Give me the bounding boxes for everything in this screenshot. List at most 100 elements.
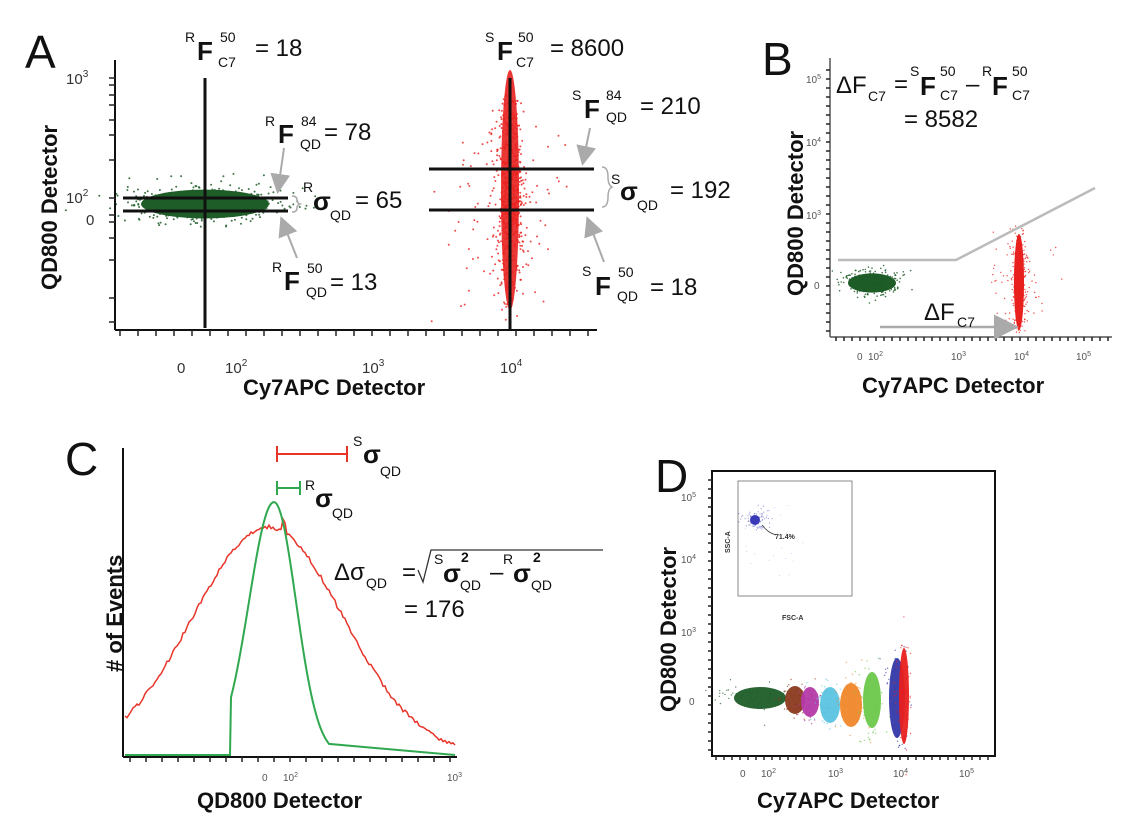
- panel-b-r-population-point: [859, 285, 862, 287]
- panel-a-s-population-point: [506, 185, 509, 188]
- panel-b-s-population-point: [1018, 290, 1021, 292]
- panel-d-population-point: [897, 690, 899, 693]
- panel-b-r-population-point: [874, 270, 876, 273]
- panel-a-r-population-point: [211, 188, 214, 191]
- panel-a-r-population-point: [264, 205, 267, 208]
- panel-a-s-population-point: [517, 154, 519, 157]
- panel-b-s-population-point: [1012, 253, 1014, 256]
- panel-a-r-population-point: [199, 225, 202, 228]
- panel-b-s-population-point: [1012, 262, 1014, 264]
- panel-a-r-population-point: [190, 182, 193, 185]
- panel-a-s-population-point: [505, 305, 508, 308]
- panel-a-r-population-point: [236, 192, 239, 195]
- panel-b-s-population-point: [1023, 276, 1026, 278]
- panel-b-s-population-point: [1041, 302, 1043, 305]
- panel-a-r-population-point: [189, 201, 192, 204]
- panel-a-s-population-point: [511, 112, 514, 115]
- panel-b-s-population-point: [1013, 252, 1015, 255]
- inset-point: [748, 520, 750, 522]
- panel-d-population-point: [895, 694, 898, 696]
- panel-a-r-population-point: [177, 205, 180, 208]
- panel-d-population-point: [858, 691, 860, 693]
- panel-b-r-population-point: [893, 286, 896, 289]
- panel-a-s-population-point: [512, 174, 514, 177]
- panel-a-s-population-point: [467, 182, 470, 185]
- panel-b-r-population-point: [862, 277, 865, 280]
- panel-a-x-tick-10000: 104: [500, 358, 523, 377]
- panel-a-r-population-point: [237, 200, 240, 203]
- svg-text:QD: QD: [330, 207, 351, 223]
- panel-b-s-population-point: [1006, 275, 1008, 277]
- panel-a-r-population-point: [157, 222, 160, 225]
- panel-a-s-population-point: [498, 260, 501, 263]
- panel-d-population-point: [823, 722, 825, 724]
- panel-d-population-point: [839, 688, 841, 690]
- panel-a-s-population-point: [514, 155, 517, 158]
- panel-d-population-point: [768, 681, 771, 683]
- panel-b-r-population-point: [869, 280, 872, 283]
- panel-d-population-point: [898, 720, 900, 722]
- panel-d-population-point: [900, 647, 902, 649]
- panel-b-r-population-point: [862, 290, 865, 293]
- panel-d-population-point: [858, 711, 860, 713]
- panel-b-r-population-point: [884, 295, 887, 298]
- panel-b-s-population-point: [1023, 249, 1025, 251]
- panel-a-s-population-point: [515, 266, 518, 269]
- panel-b-s-population-point: [1023, 284, 1026, 286]
- panel-d-population-point: [871, 717, 874, 719]
- panel-a-r-population-point: [109, 207, 112, 210]
- svg-text:50: 50: [940, 63, 956, 79]
- panel-a-s-population-point: [517, 165, 520, 168]
- panel-b-s-population-point: [1014, 232, 1016, 234]
- panel-b-s-population-point: [1023, 299, 1025, 302]
- panel-b-s-population-point: [1011, 299, 1013, 301]
- panel-d-population-point: [824, 711, 826, 714]
- panel-a-r-population-point: [234, 194, 237, 197]
- panel-a-r-population-point: [148, 206, 151, 209]
- panel-a-s-population-point: [503, 264, 505, 267]
- inset-point: [797, 539, 799, 541]
- panel-b-s-population-point: [1020, 291, 1022, 293]
- svg-text:= 78: = 78: [324, 119, 371, 146]
- svg-text:84: 84: [301, 113, 317, 129]
- panel-a-r-population-point: [208, 213, 211, 216]
- panel-a-r-population-point: [159, 213, 161, 215]
- panel-d-population-point: [818, 698, 820, 701]
- panel-a-r-population-point: [288, 205, 291, 208]
- panel-b-s-population-point: [1009, 312, 1011, 314]
- panel-d-population-point: [873, 704, 875, 706]
- panel-d-population-point: [900, 737, 902, 739]
- panel-a-s-population-point: [501, 220, 504, 223]
- panel-d-population-point: [802, 712, 804, 714]
- svg-text:QD: QD: [332, 505, 353, 521]
- panel-d-population-point: [827, 711, 830, 713]
- panel-a-s-population-point: [502, 250, 505, 253]
- panel-d-population-point: [824, 691, 827, 693]
- panel-a-s-population-point: [515, 188, 518, 191]
- inset-point: [759, 527, 761, 529]
- panel-a-s-sigma-brace: [601, 166, 614, 208]
- panel-a-s-population-point: [494, 180, 497, 182]
- panel-a-r-population-point: [213, 189, 216, 191]
- panel-a-r-population-point: [245, 204, 248, 207]
- inset-point: [760, 516, 762, 518]
- panel-d-population-point: [730, 694, 732, 696]
- panel-a-r-population-point: [195, 215, 198, 218]
- panel-c: C 0 102 103 QD800 Detector # of Events S…: [65, 433, 603, 813]
- panel-d-population-point: [801, 683, 803, 685]
- panel-b-s-population-point: [1027, 310, 1030, 313]
- panel-a-r-population-point: [224, 190, 227, 193]
- panel-b-r-population-point: [854, 275, 856, 278]
- panel-d-population-point: [899, 696, 902, 698]
- panel-d-population-point: [778, 703, 780, 706]
- panel-c-x-tick-100: 102: [283, 772, 298, 784]
- panel-b-s-population-point: [1019, 310, 1021, 312]
- inset-point: [763, 511, 765, 513]
- panel-b-s-population-point: [1021, 320, 1024, 323]
- inset-point: [750, 522, 752, 525]
- panel-b-r-population-point: [856, 292, 859, 294]
- inset-point: [760, 508, 762, 510]
- panel-d-population-point: [893, 695, 895, 697]
- panel-a-s-population-point: [515, 268, 518, 271]
- panel-d-population-point: [877, 657, 880, 659]
